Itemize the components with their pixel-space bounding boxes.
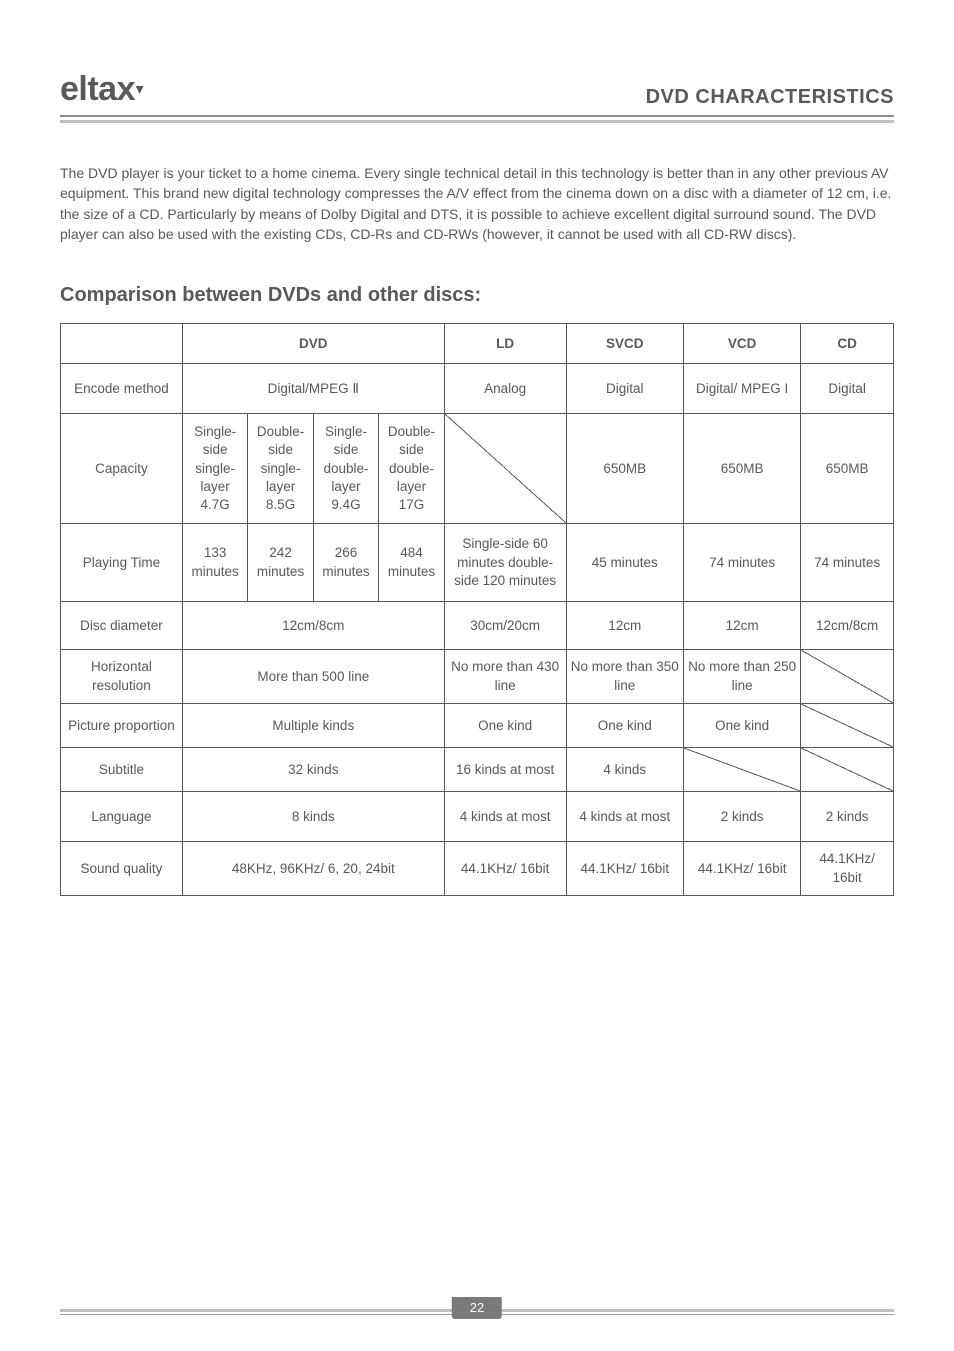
cell: 74 minutes xyxy=(801,524,894,602)
table-row: Sound quality 48KHz, 96KHz/ 6, 20, 24bit… xyxy=(61,842,894,896)
table-header-vcd: VCD xyxy=(683,324,800,364)
comparison-table: DVD LD SVCD VCD CD Encode method Digital… xyxy=(60,323,894,896)
cell: 30cm/20cm xyxy=(444,602,566,650)
section-title: Comparison between DVDs and other discs: xyxy=(60,284,894,307)
cell: 650MB xyxy=(566,414,683,524)
table-header-cd: CD xyxy=(801,324,894,364)
row-label: Disc diameter xyxy=(61,602,183,650)
cell: One kind xyxy=(683,704,800,748)
cell: 242 minutes xyxy=(248,524,313,602)
cell-na xyxy=(801,650,894,704)
page-header: eltax▸ DVD CHARACTERISTICS xyxy=(60,70,894,117)
table-row: Horizontal resolution More than 500 line… xyxy=(61,650,894,704)
cell: More than 500 line xyxy=(182,650,444,704)
cell: 2 kinds xyxy=(683,792,800,842)
cell: 8 kinds xyxy=(182,792,444,842)
row-label: Language xyxy=(61,792,183,842)
brand-logo: eltax▸ xyxy=(60,70,144,109)
page-number: 22 xyxy=(452,1297,502,1319)
table-header-ld: LD xyxy=(444,324,566,364)
cell: One kind xyxy=(566,704,683,748)
cell: 12cm/8cm xyxy=(801,602,894,650)
table-header-dvd: DVD xyxy=(182,324,444,364)
cell: 4 kinds at most xyxy=(444,792,566,842)
table-row: Picture proportion Multiple kinds One ki… xyxy=(61,704,894,748)
cell: 44.1KHz/ 16bit xyxy=(444,842,566,896)
cell: 266 minutes xyxy=(313,524,378,602)
table-row: Subtitle 32 kinds 16 kinds at most 4 kin… xyxy=(61,748,894,792)
cell: 133 minutes xyxy=(182,524,247,602)
cell: 44.1KHz/ 16bit xyxy=(566,842,683,896)
table-header-blank xyxy=(61,324,183,364)
row-label: Sound quality xyxy=(61,842,183,896)
cell: 484 minutes xyxy=(379,524,444,602)
cell: 650MB xyxy=(683,414,800,524)
table-row: Language 8 kinds 4 kinds at most 4 kinds… xyxy=(61,792,894,842)
cell: 12cm/8cm xyxy=(182,602,444,650)
cell: Digital xyxy=(801,364,894,414)
cell: 2 kinds xyxy=(801,792,894,842)
cell: Double-side single-layer 8.5G xyxy=(248,414,313,524)
cell-na xyxy=(683,748,800,792)
cell: Multiple kinds xyxy=(182,704,444,748)
table-header-svcd: SVCD xyxy=(566,324,683,364)
table-header-row: DVD LD SVCD VCD CD xyxy=(61,324,894,364)
cell: Single-side double-layer 9.4G xyxy=(313,414,378,524)
table-row: Encode method Digital/MPEG Ⅱ Analog Digi… xyxy=(61,364,894,414)
page-title: DVD CHARACTERISTICS xyxy=(646,86,894,109)
table-row: Capacity Single-side single-layer 4.7G D… xyxy=(61,414,894,524)
table-row: Disc diameter 12cm/8cm 30cm/20cm 12cm 12… xyxy=(61,602,894,650)
cell: 16 kinds at most xyxy=(444,748,566,792)
cell: 45 minutes xyxy=(566,524,683,602)
cell: 44.1KHz/ 16bit xyxy=(683,842,800,896)
cell: 44.1KHz/ 16bit xyxy=(801,842,894,896)
header-divider xyxy=(60,120,894,123)
row-label: Encode method xyxy=(61,364,183,414)
cell: Single-side single-layer 4.7G xyxy=(182,414,247,524)
cell: No more than 350 line xyxy=(566,650,683,704)
cell: 48KHz, 96KHz/ 6, 20, 24bit xyxy=(182,842,444,896)
cell-na xyxy=(801,748,894,792)
cell: No more than 250 line xyxy=(683,650,800,704)
cell: 4 kinds at most xyxy=(566,792,683,842)
page: eltax▸ DVD CHARACTERISTICS The DVD playe… xyxy=(0,0,954,1351)
page-footer: 22 xyxy=(60,1309,894,1315)
cell: Digital/MPEG Ⅱ xyxy=(182,364,444,414)
cell: Digital xyxy=(566,364,683,414)
row-label: Subtitle xyxy=(61,748,183,792)
table-row: Playing Time 133 minutes 242 minutes 266… xyxy=(61,524,894,602)
cell: 4 kinds xyxy=(566,748,683,792)
intro-paragraph: The DVD player is your ticket to a home … xyxy=(60,163,894,244)
row-label: Playing Time xyxy=(61,524,183,602)
cell: 12cm xyxy=(566,602,683,650)
cell-na xyxy=(444,414,566,524)
cell: Single-side 60 minutes double-side 120 m… xyxy=(444,524,566,602)
cell: 650MB xyxy=(801,414,894,524)
row-label: Picture proportion xyxy=(61,704,183,748)
brand-logo-text: eltax xyxy=(60,70,135,108)
row-label: Capacity xyxy=(61,414,183,524)
cell-na xyxy=(801,704,894,748)
cell: No more than 430 line xyxy=(444,650,566,704)
cell: Digital/ MPEG I xyxy=(683,364,800,414)
cell: Analog xyxy=(444,364,566,414)
row-label: Horizontal resolution xyxy=(61,650,183,704)
cell: 32 kinds xyxy=(182,748,444,792)
cell: One kind xyxy=(444,704,566,748)
cell: 12cm xyxy=(683,602,800,650)
cell: 74 minutes xyxy=(683,524,800,602)
cell: Double-side double-layer 17G xyxy=(379,414,444,524)
brand-logo-icon: ▸ xyxy=(132,86,149,93)
